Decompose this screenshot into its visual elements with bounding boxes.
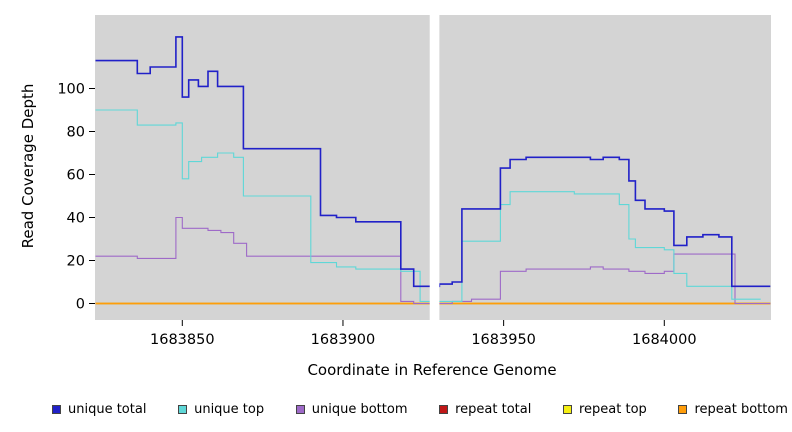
legend-item-repeat-top: repeat top (563, 402, 647, 417)
x-tick-label: 1684000 (632, 332, 697, 348)
legend-swatch-icon (563, 405, 572, 414)
legend-item-unique-bottom: unique bottom (295, 402, 408, 417)
legend-label: unique bottom (311, 402, 408, 417)
legend-swatch-icon (52, 405, 61, 414)
legend-label: repeat top (579, 402, 647, 417)
legend-swatch-icon (178, 405, 188, 414)
series-line-unique-top (95, 109, 761, 302)
legend-swatch-icon (678, 405, 688, 414)
legend-swatch-icon (295, 405, 305, 414)
y-tick-label: 60 (67, 168, 85, 184)
x-tick-label: 1683850 (150, 332, 215, 348)
legend-label: unique total (68, 402, 147, 417)
y-axis-title: Read Coverage Depth (19, 83, 37, 249)
x-tick-label: 1683900 (311, 332, 376, 348)
x-tick-label: 1683950 (471, 332, 536, 348)
legend-item-unique-total: unique total (52, 402, 146, 417)
legend: unique total unique top unique bottom repea… (52, 402, 788, 417)
series-line-unique-total (95, 36, 771, 288)
legend-label: repeat bottom (694, 402, 788, 417)
y-tick-label: 40 (67, 211, 85, 227)
legend-item-repeat-total: repeat total (439, 402, 531, 417)
coverage-gap (429, 15, 440, 320)
y-tick-label: 20 (67, 254, 85, 270)
x-axis-title: Coordinate in Reference Genome (307, 361, 557, 379)
legend-swatch-icon (439, 405, 449, 414)
legend-label: repeat total (455, 402, 532, 417)
y-tick-label: 80 (67, 125, 85, 141)
y-tick-label: 100 (57, 82, 85, 98)
series-line-unique-bottom (95, 216, 771, 305)
legend-label: unique top (194, 402, 265, 417)
y-tick-label: 0 (76, 297, 85, 313)
legend-item-repeat-bottom: repeat bottom (678, 402, 788, 417)
legend-item-unique-top: unique top (178, 402, 264, 417)
